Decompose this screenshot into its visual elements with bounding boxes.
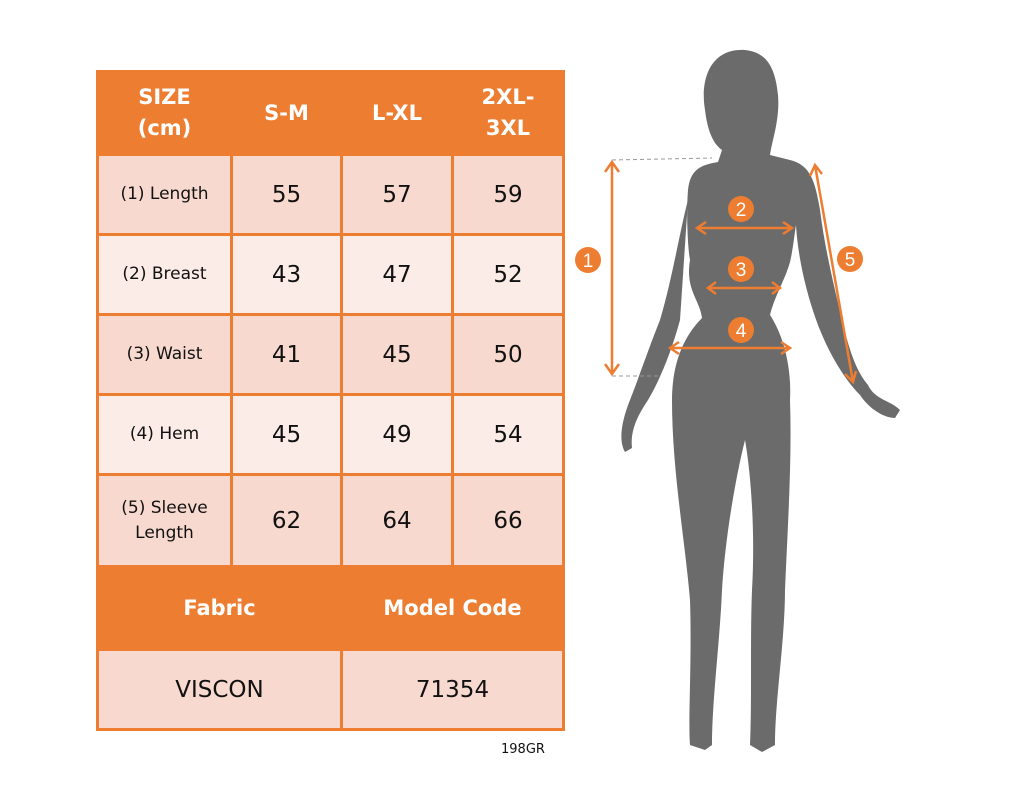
length-arrow [603, 159, 621, 377]
cell-value: 54 [451, 393, 565, 476]
marker-label: 5 [845, 250, 856, 271]
sleeve-arrow [808, 162, 858, 385]
cell-value: 57 [340, 153, 454, 236]
silhouette-icon [621, 49, 900, 752]
info-header-row: Fabric Model Code [96, 565, 565, 651]
hem-arrow [667, 340, 793, 356]
marker-label: 3 [736, 260, 747, 281]
header-size: SIZE (cm) [96, 70, 233, 156]
cell-value: 43 [230, 233, 343, 316]
cell-value: 55 [230, 153, 343, 236]
cell-value: 45 [230, 393, 343, 476]
label-line: (5) Sleeve [121, 497, 208, 518]
row-label: (5) Sleeve Length [96, 473, 233, 568]
table-row: (5) Sleeve Length 62 64 66 [96, 473, 565, 568]
footer-code: 198GR [501, 742, 545, 757]
cell-value: 64 [340, 473, 454, 568]
header-2xl-3xl-label: 2XL-3XL [481, 85, 535, 140]
breast-arrow [694, 220, 795, 236]
header-s-m: S-M [230, 70, 343, 156]
body-silhouette-figure: 1 2 3 4 5 [575, 49, 900, 752]
cell-value: 45 [340, 313, 454, 396]
header-line: (cm) [137, 116, 192, 140]
measurement-arrows [603, 157, 858, 385]
header-2xl-3xl: 2XL-3XL [451, 70, 565, 156]
row-label: (1) Length [96, 153, 233, 236]
cell-value: 59 [451, 153, 565, 236]
header-l-xl: L-XL [340, 70, 454, 156]
marker-5-icon [837, 246, 863, 272]
cell-value: 66 [451, 473, 565, 568]
label-line: Length [135, 522, 194, 543]
marker-label: 4 [736, 321, 747, 342]
fabric-header: Fabric [96, 565, 343, 651]
marker-label: 2 [736, 200, 747, 221]
info-value-row: VISCON 71354 [96, 648, 565, 731]
header-row: SIZE (cm) S-M L-XL 2XL-3XL [96, 70, 565, 156]
cell-value: 62 [230, 473, 343, 568]
table-row: (3) Waist 41 45 50 [96, 313, 565, 396]
row-label: (4) Hem [96, 393, 233, 476]
table-row: (1) Length 55 57 59 [96, 153, 565, 236]
header-line: SIZE [138, 85, 191, 109]
cell-value: 47 [340, 233, 454, 316]
cell-value: 52 [451, 233, 565, 316]
size-chart-table: SIZE (cm) S-M L-XL 2XL-3XL (1) Length 55 … [96, 70, 565, 731]
row-label: (3) Waist [96, 313, 233, 396]
model-code-header: Model Code [340, 565, 565, 651]
marker-label: 1 [583, 251, 594, 272]
marker-4-icon [728, 317, 754, 343]
table-row: (2) Breast 43 47 52 [96, 233, 565, 316]
fabric-value: VISCON [96, 648, 343, 731]
cell-value: 50 [451, 313, 565, 396]
marker-3-icon [728, 256, 754, 282]
row-label: (2) Breast [96, 233, 233, 316]
marker-1-icon [575, 247, 601, 273]
cell-value: 49 [340, 393, 454, 476]
measurement-markers: 1 2 3 4 5 [575, 196, 863, 343]
marker-2-icon [728, 196, 754, 222]
waist-arrow [705, 281, 783, 295]
table-row: (4) Hem 45 49 54 [96, 393, 565, 476]
model-code-value: 71354 [340, 648, 565, 731]
cell-value: 41 [230, 313, 343, 396]
